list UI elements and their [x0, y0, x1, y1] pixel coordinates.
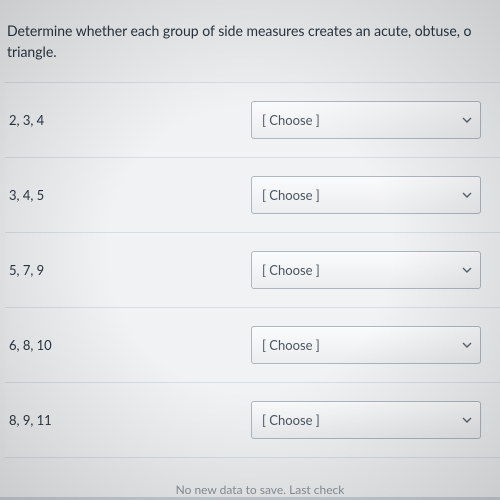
question-panel: Determine whether each group of side mea… [0, 0, 500, 497]
matching-row: 6, 8, 10 [ Choose ] [5, 308, 500, 383]
autosave-status: No new data to save. Last check [5, 458, 500, 497]
chevron-down-icon [462, 342, 472, 348]
chevron-down-icon [462, 267, 472, 273]
row-label: 6, 8, 10 [9, 337, 239, 353]
matching-row: 8, 9, 11 [ Choose ] [5, 383, 500, 458]
select-placeholder: [ Choose ] [262, 112, 320, 128]
answer-select[interactable]: [ Choose ] [251, 101, 481, 139]
matching-rows: 2, 3, 4 [ Choose ] 3, 4, 5 [ Choose ] [5, 82, 500, 458]
matching-row: 2, 3, 4 [ Choose ] [5, 83, 500, 158]
select-wrap: [ Choose ] [251, 401, 481, 439]
answer-select[interactable]: [ Choose ] [251, 401, 481, 439]
select-wrap: [ Choose ] [251, 326, 481, 364]
question-line-1: Determine whether each group of side mea… [7, 22, 471, 39]
chevron-down-icon [462, 417, 472, 423]
select-placeholder: [ Choose ] [262, 187, 320, 203]
question-line-2: triangle. [7, 43, 57, 60]
select-wrap: [ Choose ] [251, 176, 481, 214]
answer-select[interactable]: [ Choose ] [251, 176, 481, 214]
chevron-down-icon [462, 192, 472, 198]
row-label: 2, 3, 4 [9, 112, 239, 128]
row-label: 5, 7, 9 [9, 262, 239, 278]
row-label: 8, 9, 11 [9, 412, 239, 428]
select-placeholder: [ Choose ] [262, 412, 320, 428]
answer-select[interactable]: [ Choose ] [251, 251, 481, 289]
chevron-down-icon [462, 117, 472, 123]
question-text: Determine whether each group of side mea… [5, 20, 500, 82]
select-wrap: [ Choose ] [251, 101, 481, 139]
select-placeholder: [ Choose ] [262, 337, 320, 353]
matching-row: 5, 7, 9 [ Choose ] [5, 233, 500, 308]
select-wrap: [ Choose ] [251, 251, 481, 289]
select-placeholder: [ Choose ] [262, 262, 320, 278]
answer-select[interactable]: [ Choose ] [251, 326, 481, 364]
matching-row: 3, 4, 5 [ Choose ] [5, 158, 500, 233]
row-label: 3, 4, 5 [9, 187, 239, 203]
